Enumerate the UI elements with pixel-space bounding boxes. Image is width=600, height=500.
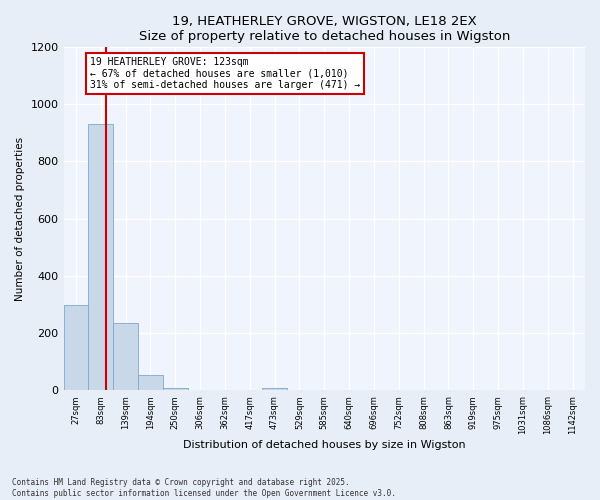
X-axis label: Distribution of detached houses by size in Wigston: Distribution of detached houses by size … [183, 440, 466, 450]
Text: 19 HEATHERLEY GROVE: 123sqm
← 67% of detached houses are smaller (1,010)
31% of : 19 HEATHERLEY GROVE: 123sqm ← 67% of det… [89, 57, 360, 90]
Y-axis label: Number of detached properties: Number of detached properties [15, 136, 25, 301]
Bar [262, 388, 287, 390]
Bar [113, 323, 138, 390]
Text: Contains HM Land Registry data © Crown copyright and database right 2025.
Contai: Contains HM Land Registry data © Crown c… [12, 478, 396, 498]
Bar [138, 374, 163, 390]
Bar [163, 388, 188, 390]
Bar [88, 124, 113, 390]
Bar [64, 304, 88, 390]
Title: 19, HEATHERLEY GROVE, WIGSTON, LE18 2EX
Size of property relative to detached ho: 19, HEATHERLEY GROVE, WIGSTON, LE18 2EX … [139, 15, 510, 43]
